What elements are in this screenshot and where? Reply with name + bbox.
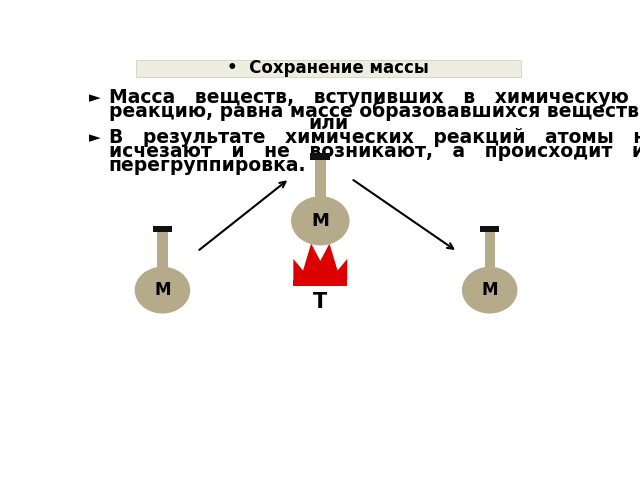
Bar	[315, 160, 326, 199]
Text: или: или	[308, 114, 348, 133]
Ellipse shape	[134, 267, 190, 313]
Text: В   результате   химических   реакций   атомы   не: В результате химических реакций атомы не	[109, 128, 640, 147]
Bar	[484, 232, 495, 269]
Text: исчезают   и   не   возникают,   а   происходит   их: исчезают и не возникают, а происходит их	[109, 142, 640, 161]
Bar	[157, 232, 168, 269]
Text: ►: ►	[90, 130, 101, 145]
Text: Масса   веществ,   вступивших   в   химическую: Масса веществ, вступивших в химическую	[109, 88, 628, 107]
Polygon shape	[293, 243, 348, 280]
Ellipse shape	[291, 196, 349, 245]
Text: T: T	[313, 292, 328, 312]
Text: •  Сохранение массы: • Сохранение массы	[227, 60, 429, 77]
Bar	[480, 226, 499, 232]
Bar	[310, 153, 330, 160]
Bar	[153, 226, 172, 232]
FancyBboxPatch shape	[136, 60, 520, 77]
Text: ►: ►	[90, 90, 101, 105]
Bar	[293, 280, 348, 286]
Text: M: M	[312, 212, 329, 230]
Text: реакцию, равна массе образовавшихся веществ.: реакцию, равна массе образовавшихся веще…	[109, 102, 640, 121]
Ellipse shape	[462, 267, 518, 313]
Text: M: M	[481, 281, 498, 299]
Text: перегруппировка.: перегруппировка.	[109, 156, 306, 175]
Text: M: M	[154, 281, 171, 299]
